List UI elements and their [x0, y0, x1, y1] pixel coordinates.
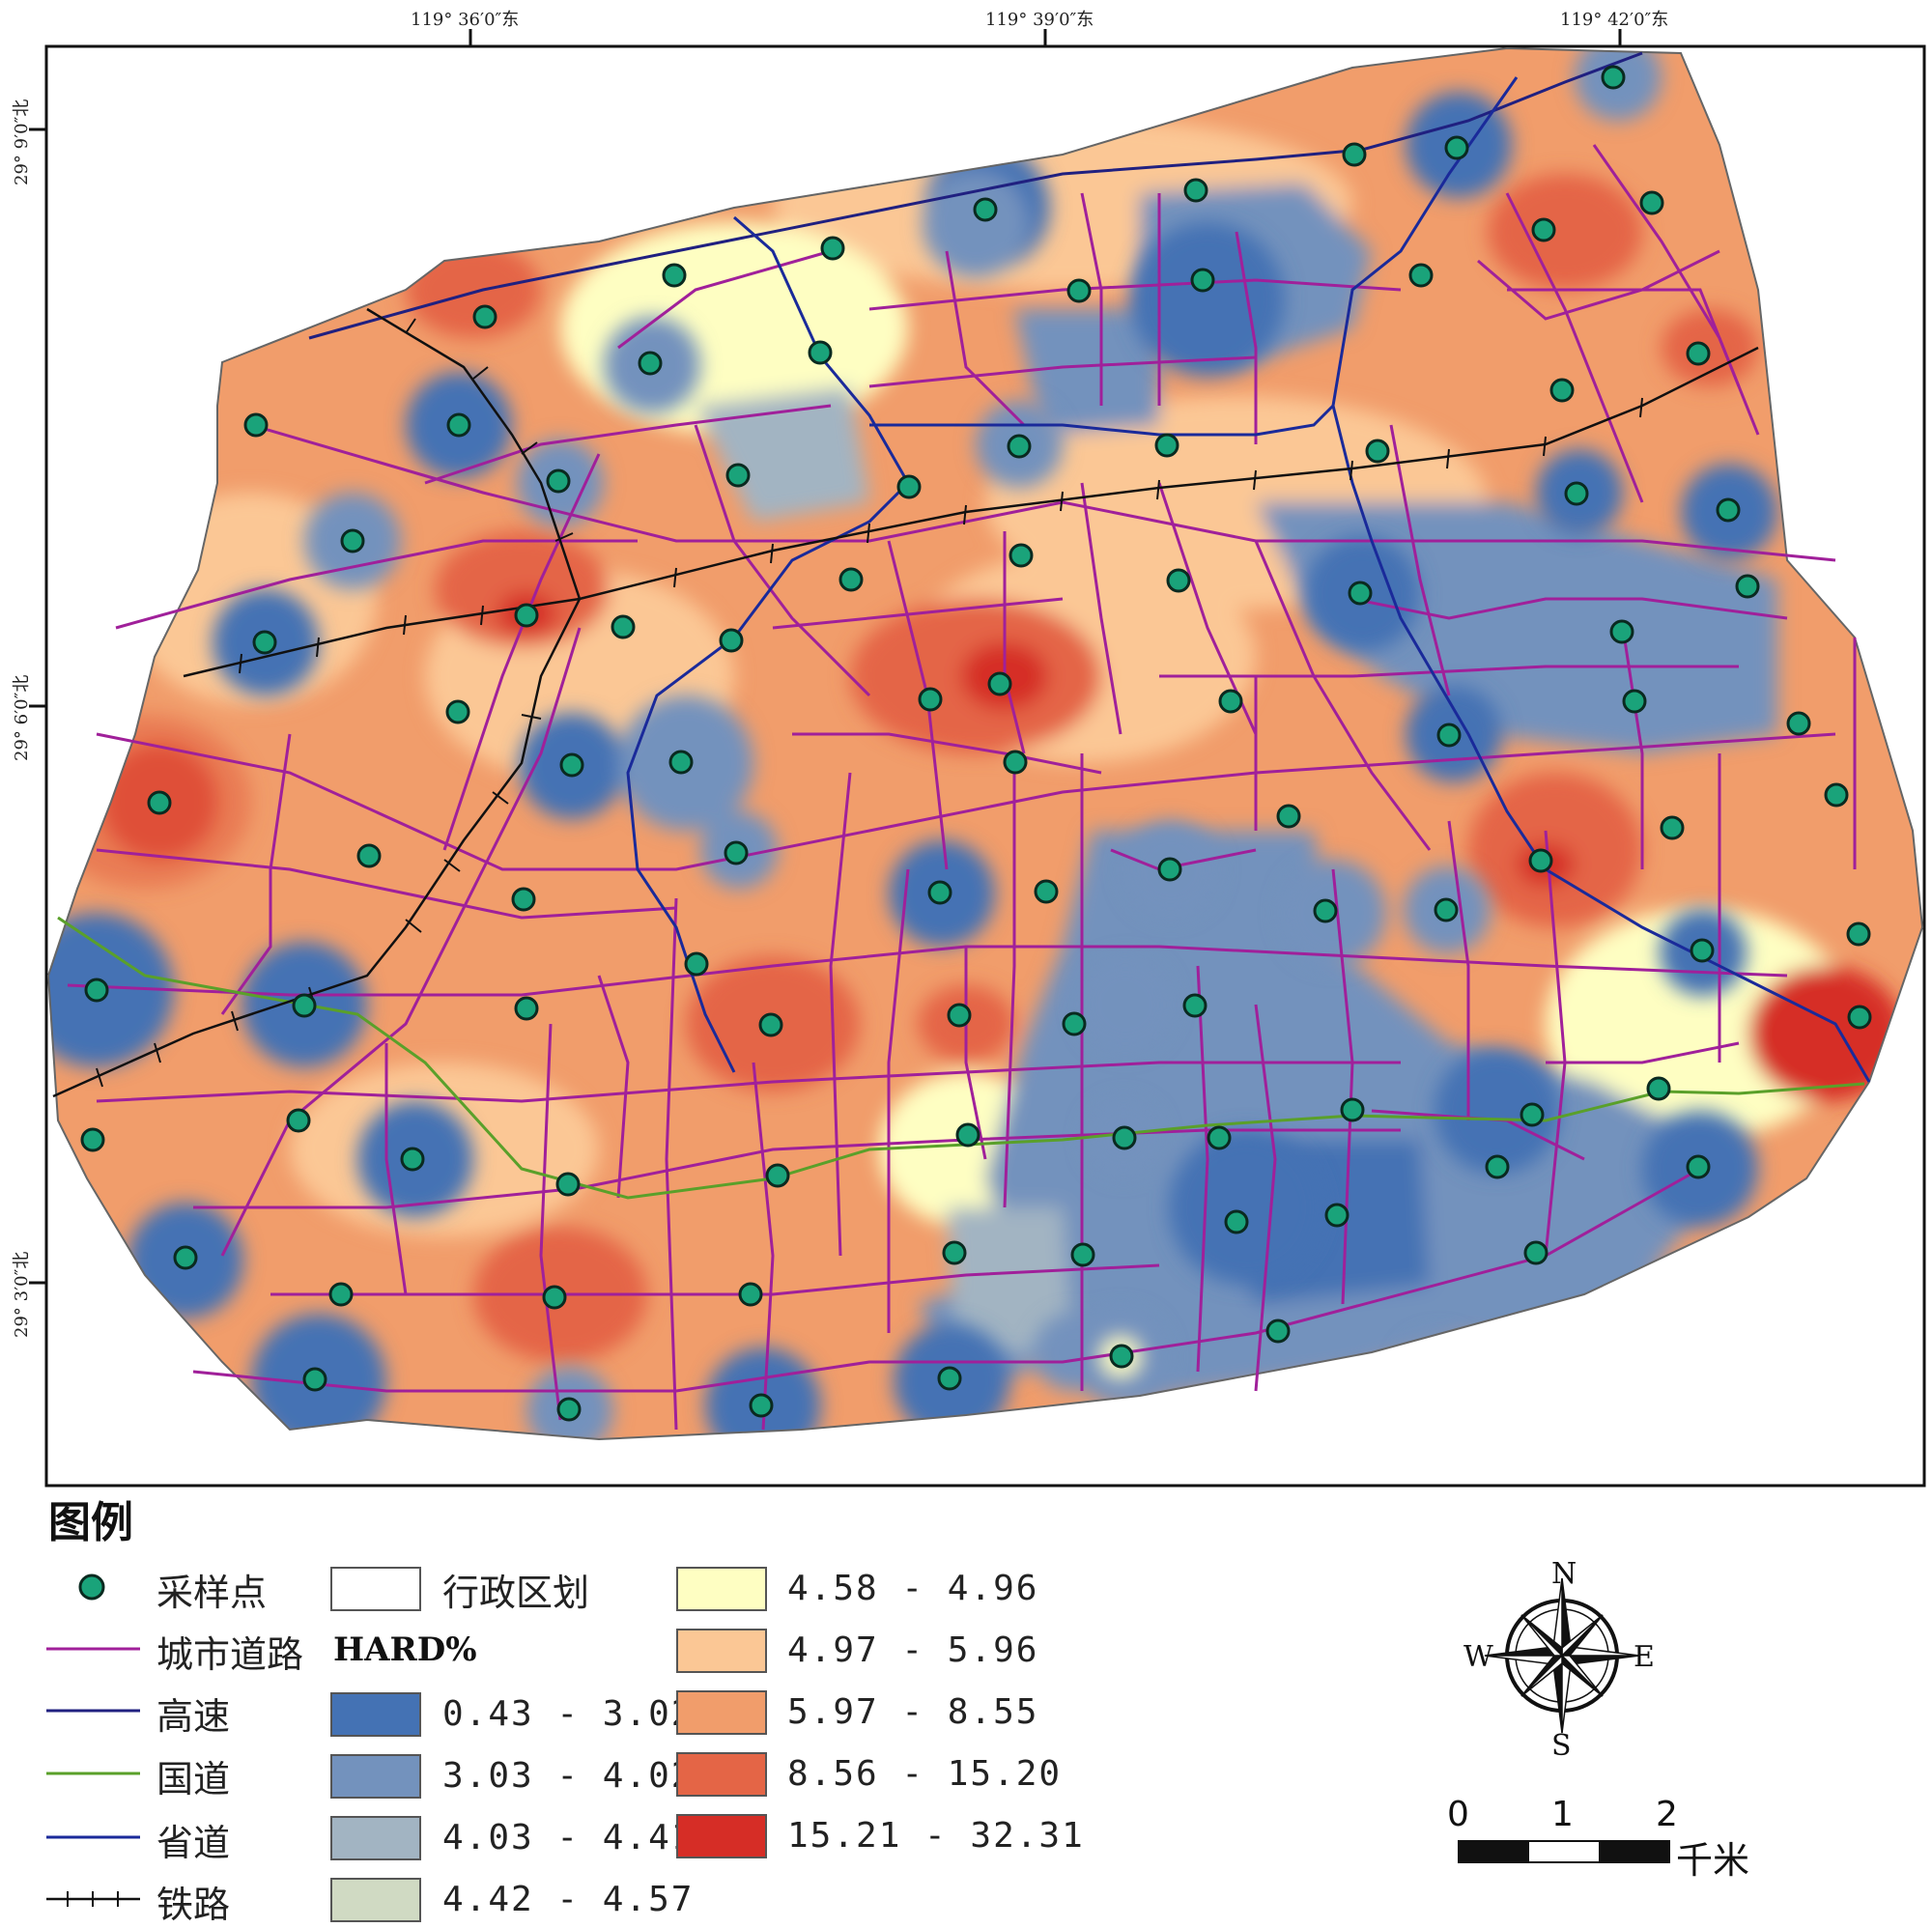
legend-hard-label: HARD%: [333, 1630, 477, 1669]
legend-national-road-label: 国道: [156, 1758, 231, 1800]
legend-railway-label: 铁路: [156, 1884, 231, 1926]
lon-label-36: 119° 36′0″东: [411, 10, 520, 30]
national-road: [57, 916, 1865, 1200]
scale-label-0: 0: [1447, 1795, 1469, 1834]
scale-unit: 千米: [1676, 1839, 1750, 1882]
legend-class-range: 3.03 - 4.02: [442, 1756, 695, 1796]
legend-sample-point-label: 采样点: [156, 1572, 268, 1614]
compass-rose: [1484, 1577, 1640, 1734]
legend-class-swatch: [676, 1752, 767, 1797]
compass-s: S: [1551, 1729, 1572, 1763]
legend-title: 图例: [48, 1498, 133, 1547]
legend-railway-symbol: [46, 1891, 140, 1907]
lat-label-6: 29° 6′0″北: [12, 674, 32, 761]
legend-class-range: 4.58 - 4.96: [787, 1569, 1039, 1608]
legend-urban-road-label: 城市道路: [156, 1633, 304, 1676]
compass-e: E: [1634, 1640, 1655, 1674]
scale-label-1: 1: [1551, 1795, 1574, 1834]
legend-class-swatch: [676, 1814, 767, 1858]
legend-admin-boundary-label: 行政区划: [442, 1572, 590, 1614]
legend-class-range: 4.42 - 4.57: [442, 1880, 695, 1919]
lat-label-9: 29° 9′0″北: [12, 99, 32, 185]
lon-label-39: 119° 39′0″东: [985, 10, 1094, 30]
legend-class-range: 4.03 - 4.41: [442, 1818, 695, 1857]
legend-class-swatch: [330, 1754, 421, 1799]
graticule-ticks: [29, 29, 1622, 1285]
compass-n: N: [1551, 1557, 1577, 1591]
sample-points: [80, 65, 1872, 1422]
scale-label-2: 2: [1656, 1795, 1678, 1834]
compass-w: W: [1463, 1640, 1493, 1674]
lon-label-42: 119° 42′0″东: [1560, 10, 1669, 30]
legend-class-range: 4.97 - 5.96: [787, 1630, 1039, 1670]
legend-class-range: 5.97 - 8.55: [787, 1692, 1039, 1732]
legend-symbols: [46, 1574, 140, 1907]
legend-class-range: 8.56 - 15.20: [787, 1754, 1063, 1794]
legend-class-swatch: [676, 1629, 767, 1673]
legend-sample-point-symbol: [78, 1574, 105, 1601]
scale-bar: [1458, 1840, 1670, 1863]
admin-boundary: [46, 46, 1924, 1441]
legend-class-swatch: [330, 1878, 421, 1922]
lat-label-3: 29° 3′0″北: [12, 1251, 32, 1338]
legend-provincial-road-label: 省道: [156, 1822, 231, 1864]
expressway: [308, 51, 1643, 340]
legend-class-swatch: [676, 1567, 767, 1611]
legend-class-range: 15.21 - 32.31: [787, 1816, 1085, 1856]
legend-class-swatch: [330, 1692, 421, 1737]
legend-class-swatch: [330, 1816, 421, 1860]
legend-expressway-label: 高速: [156, 1695, 231, 1738]
legend-admin-boundary-box: [330, 1567, 421, 1611]
legend-class-swatch: [676, 1690, 767, 1735]
legend-class-range: 0.43 - 3.02: [442, 1694, 695, 1734]
